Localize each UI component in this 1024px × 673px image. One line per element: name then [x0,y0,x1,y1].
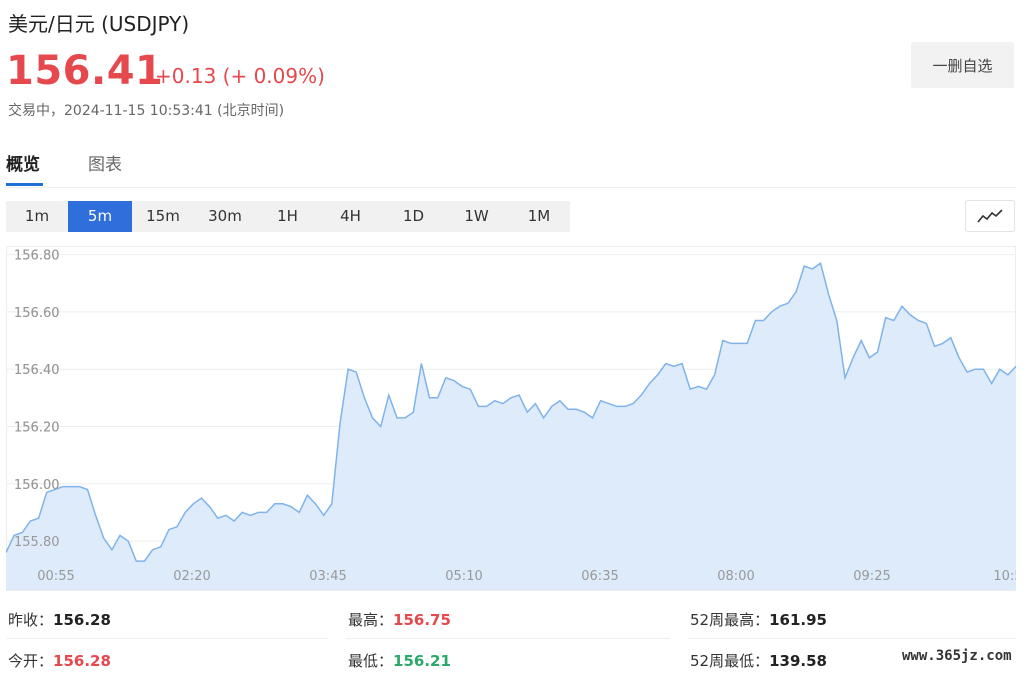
y-tick-label-overlay: 156.20 [14,420,60,435]
x-tick-label: 05:10 [445,569,482,584]
line-chart-icon [977,209,1003,223]
stat-52wk-high: 52周最高：161.95 [690,609,827,630]
stat-open: 今开：156.28 [8,650,111,671]
interval-15m[interactable]: 15m [146,207,180,225]
wk52-low-value: 139.58 [769,652,827,670]
open-value: 156.28 [53,652,111,670]
interval-selector: 1m 5m 15m 30m 1H 4H 1D 1W 1M [6,201,570,232]
wk52-high-label: 52周最高： [690,611,770,629]
remove-watchlist-button[interactable]: 一删自选 [911,42,1014,88]
prev-close-label: 昨收： [8,611,54,629]
trading-status: 交易中，2024-11-15 10:53:41 (北京时间) [8,100,284,120]
stat-high: 最高：156.75 [348,609,451,630]
tab-overview[interactable]: 概览 [6,155,40,175]
stat-52wk-low: 52周最低：139.58 [690,650,827,671]
interval-1m[interactable]: 1m [24,207,50,225]
y-tick-label: 156.00 [14,478,60,493]
tab-bar: 概览 图表 [6,150,1016,188]
interval-30m[interactable]: 30m [208,207,242,225]
y-tick-label-overlay: 155.80 [14,535,60,550]
price-chart[interactable]: 156.80156.60156.40156.20156.00155.80156.… [6,246,1016,591]
low-label: 最低： [348,652,394,670]
stat-low: 最低：156.21 [348,650,451,671]
instrument-title: 美元/日元 (USDJPY) [8,12,190,36]
tab-chart[interactable]: 图表 [88,155,122,175]
y-tick-label-overlay: 156.80 [14,249,60,264]
chart-type-button[interactable] [965,200,1015,232]
x-tick-label: 02:20 [173,569,210,584]
high-value: 156.75 [393,611,451,629]
price-area [6,263,1016,590]
divider [346,638,670,639]
x-tick-label: 03:45 [309,569,346,584]
stat-prev-close: 昨收：156.28 [8,609,111,630]
interval-1w[interactable]: 1W [464,207,489,225]
x-tick-label: 06:35 [581,569,618,584]
x-tick-label: 00:55 [37,569,74,584]
wk52-low-label: 52周最低： [690,652,770,670]
y-tick-label: 156.60 [14,306,60,321]
status-label: 交易中， [8,103,64,119]
divider [688,638,1016,639]
interval-1d[interactable]: 1D [402,207,425,225]
wk52-high-value: 161.95 [769,611,827,629]
prev-close-value: 156.28 [53,611,111,629]
x-tick-label: 09:25 [853,569,890,584]
low-value: 156.21 [393,652,451,670]
y-tick-label-overlay: 156.60 [14,306,60,321]
watermark: www.365jz.com [902,648,1012,664]
y-tick-label-overlay: 156.40 [14,363,60,378]
y-tick-label: 156.80 [14,249,60,264]
status-datetime: 2024-11-15 10:53:41 (北京时间) [64,103,285,119]
price-change: +0.13 (+ 0.09%) [155,64,325,88]
y-tick-label: 156.40 [14,363,60,378]
interval-4h[interactable]: 4H [340,207,361,225]
x-tick-label: 08:00 [717,569,754,584]
interval-5m[interactable]: 5m [68,201,132,232]
x-tick-label: 10:5 [993,569,1016,584]
interval-1h[interactable]: 1H [277,207,298,225]
active-tab-underline [6,183,43,186]
divider [6,638,328,639]
current-price: 156.41 [6,48,164,94]
y-tick-label: 156.20 [14,420,60,435]
price-line [6,261,1016,562]
open-label: 今开： [8,652,54,670]
y-tick-label-overlay: 156.00 [14,478,60,493]
interval-1mo[interactable]: 1M [527,207,551,225]
high-label: 最高： [348,611,394,629]
